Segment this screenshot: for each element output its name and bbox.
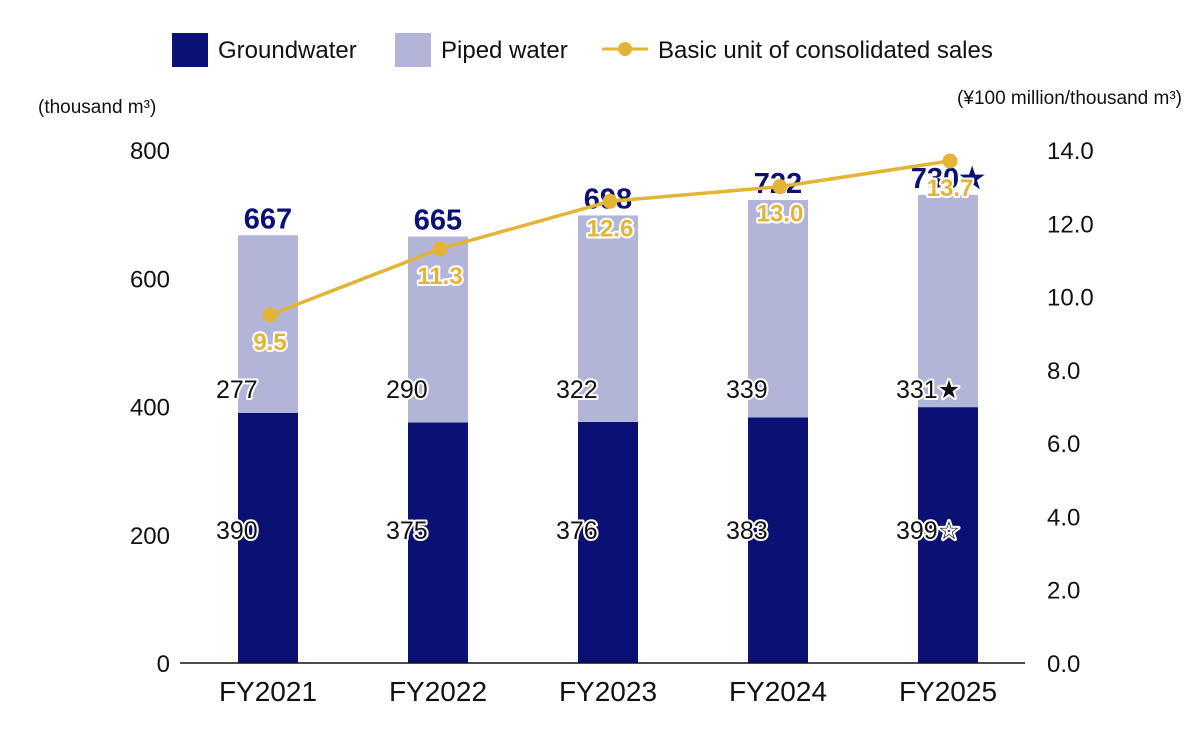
line-point-basic-unit [432,241,448,257]
data-label-piped-water: 322 [556,376,598,404]
line-point-basic-unit [262,307,278,323]
data-label-total: 665 [414,205,462,237]
x-tick-label: FY2022 [389,676,487,707]
y-left-tick-label: 600 [130,266,170,293]
x-tick-label: FY2023 [559,676,657,707]
y-left-axis-label: (thousand m³) [38,97,156,118]
data-label-groundwater: 390 [216,517,258,545]
data-label-groundwater: 399☆ [896,517,960,545]
legend-swatch-groundwater [172,33,208,67]
data-label-piped-water: 331★ [896,376,960,404]
data-label-basic-unit: 13.7 [927,175,974,202]
legend-label-groundwater: Groundwater [218,37,357,64]
y-left-tick-label: 200 [130,523,170,550]
data-label-total: 667 [244,203,292,235]
bar-groundwater [238,412,298,663]
y-left-tick-label: 800 [130,138,170,165]
bar-groundwater [918,407,978,663]
data-label-groundwater: 383 [726,517,768,545]
data-label-basic-unit: 11.3 [417,263,462,290]
bar-groundwater [408,422,468,663]
bar-groundwater [748,417,808,663]
bar-groundwater [578,421,638,663]
bar-piped-water [408,236,468,423]
legend-swatch-piped [395,33,431,67]
data-label-basic-unit: 9.5 [253,329,286,356]
legend-label-basic-unit: Basic unit of consolidated sales [658,37,993,64]
y-right-tick-label: 6.0 [1047,431,1080,458]
data-label-basic-unit: 12.6 [587,215,634,242]
x-tick-label: FY2024 [729,676,827,707]
y-left-tick-label: 400 [130,395,170,422]
y-right-tick-label: 12.0 [1047,211,1094,238]
x-tick-label: FY2025 [899,676,997,707]
y-right-tick-label: 0.0 [1047,651,1080,678]
data-label-piped-water: 290 [386,376,428,404]
data-label-groundwater: 375 [386,517,428,545]
bar-piped-water [918,194,978,408]
y-right-tick-label: 8.0 [1047,358,1080,385]
y-right-tick-label: 2.0 [1047,578,1080,605]
bar-piped-water [748,200,808,418]
y-right-tick-label: 14.0 [1047,138,1094,165]
line-point-basic-unit [942,153,958,169]
data-label-basic-unit: 13.0 [757,201,804,228]
data-label-groundwater: 376 [556,517,598,545]
y-right-tick-label: 4.0 [1047,504,1080,531]
data-label-piped-water: 277 [216,376,258,404]
y-right-axis-label: (¥100 million/thousand m³) [957,88,1182,109]
legend-label-piped: Piped water [441,37,568,64]
bar-piped-water [238,235,298,413]
data-label-piped-water: 339 [726,376,768,404]
y-right-tick-label: 10.0 [1047,285,1094,312]
bar-piped-water [578,215,638,422]
line-point-basic-unit [602,193,618,209]
x-tick-label: FY2021 [219,676,317,707]
y-left-tick-label: 0 [157,651,170,678]
line-point-basic-unit [772,179,788,195]
legend-marker-basic-unit [618,42,632,56]
